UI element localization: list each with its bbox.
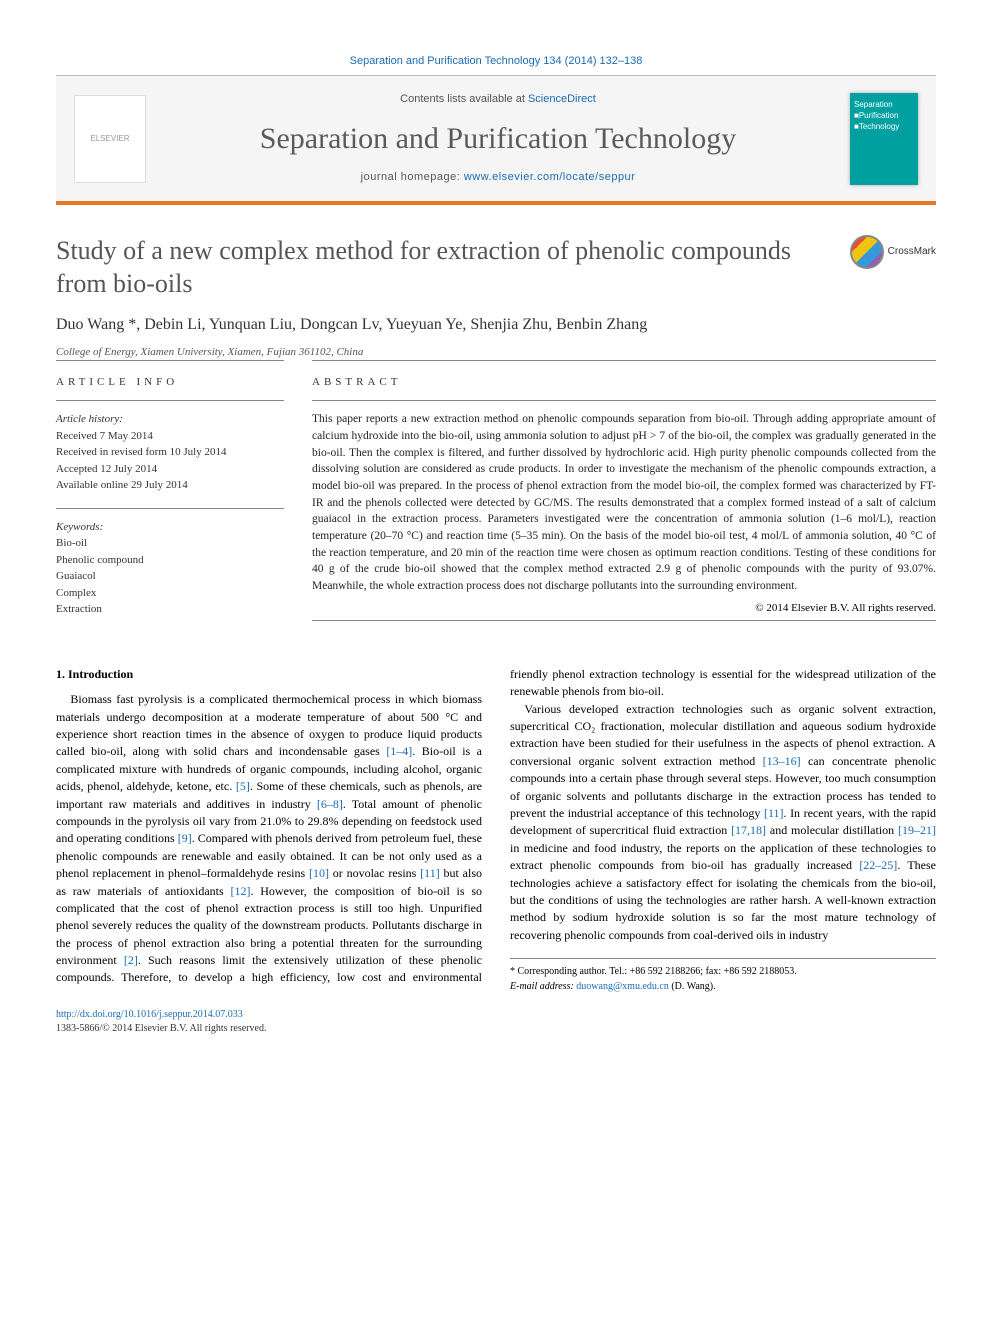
article-info-heading: ARTICLE INFO: [56, 375, 284, 390]
abstract-text: This paper reports a new extraction meth…: [312, 411, 936, 594]
ref-12[interactable]: [12]: [230, 884, 250, 898]
keyword-5: Extraction: [56, 601, 284, 618]
authors-line: Duo Wang *, Debin Li, Yunquan Liu, Dongc…: [56, 314, 936, 336]
keywords-block: Keywords: Bio-oil Phenolic compound Guai…: [56, 519, 284, 618]
journal-banner: ELSEVIER Contents lists available at Sci…: [56, 75, 936, 205]
t: or novolac resins: [329, 866, 420, 880]
keyword-4: Complex: [56, 585, 284, 602]
citation-header: Separation and Purification Technology 1…: [56, 48, 936, 75]
ref-5[interactable]: [5]: [236, 779, 250, 793]
crossmark-badge[interactable]: CrossMark: [850, 235, 936, 269]
crossmark-label: CrossMark: [888, 245, 936, 259]
ref-10[interactable]: [10]: [309, 866, 329, 880]
crossmark-icon: [850, 235, 884, 269]
ref-9[interactable]: [9]: [178, 831, 192, 845]
ref-13-16[interactable]: [13–16]: [763, 754, 801, 768]
homepage-link[interactable]: www.elsevier.com/locate/seppur: [464, 171, 636, 183]
info-rule-1: [56, 400, 284, 401]
journal-title: Separation and Purification Technology: [164, 118, 832, 160]
cover-line-2: ■Purification: [854, 110, 898, 121]
section-heading-intro: 1. Introduction: [56, 666, 482, 683]
ref-22-25[interactable]: [22–25]: [859, 858, 897, 872]
affiliation: College of Energy, Xiamen University, Xi…: [56, 345, 936, 360]
journal-cover-thumb: Separation ■Purification ■Technology: [850, 93, 918, 185]
abstract-rule-1: [312, 400, 936, 401]
ref-1-4[interactable]: [1–4]: [386, 744, 412, 758]
bottom-meta: http://dx.doi.org/10.1016/j.seppur.2014.…: [56, 1008, 936, 1036]
email-label: E-mail address:: [510, 981, 576, 992]
ref-11b[interactable]: [11]: [764, 806, 784, 820]
sciencedirect-link[interactable]: ScienceDirect: [528, 93, 596, 105]
keyword-3: Guaiacol: [56, 568, 284, 585]
history-label: Article history:: [56, 411, 284, 428]
article-history: Article history: Received 7 May 2014 Rec…: [56, 411, 284, 494]
keyword-2: Phenolic compound: [56, 552, 284, 569]
ref-2[interactable]: [2]: [124, 953, 138, 967]
ref-17-18[interactable]: [17,18]: [731, 823, 766, 837]
abstract-rule-2: [312, 620, 936, 621]
issn-copyright: 1383-5866/© 2014 Elsevier B.V. All right…: [56, 1022, 936, 1036]
contents-line: Contents lists available at ScienceDirec…: [164, 92, 832, 107]
email-suffix: (D. Wang).: [669, 981, 716, 992]
elsevier-logo: ELSEVIER: [74, 95, 146, 183]
ref-19-21[interactable]: [19–21]: [898, 823, 936, 837]
corresponding-line: * Corresponding author. Tel.: +86 592 21…: [510, 965, 936, 980]
body-columns: 1. Introduction Biomass fast pyrolysis i…: [56, 666, 936, 994]
corresponding-email[interactable]: duowang@xmu.edu.cn: [576, 981, 669, 992]
history-online: Available online 29 July 2014: [56, 477, 284, 494]
homepage-line: journal homepage: www.elsevier.com/locat…: [164, 170, 832, 185]
cover-line-3: ■Technology: [854, 121, 899, 132]
article-title: Study of a new complex method for extrac…: [56, 235, 838, 300]
cover-line-1: Separation: [854, 99, 893, 110]
ref-6-8[interactable]: [6–8]: [317, 797, 343, 811]
t: and molecular distillation: [766, 823, 898, 837]
doi-link[interactable]: http://dx.doi.org/10.1016/j.seppur.2014.…: [56, 1009, 243, 1020]
abstract-copyright: © 2014 Elsevier B.V. All rights reserved…: [312, 601, 936, 616]
homepage-prefix: journal homepage:: [361, 171, 464, 183]
contents-text: Contents lists available at: [400, 93, 528, 105]
history-revised: Received in revised form 10 July 2014: [56, 444, 284, 461]
abstract-column: ABSTRACT This paper reports a new extrac…: [312, 360, 936, 632]
history-received: Received 7 May 2014: [56, 428, 284, 445]
abstract-heading: ABSTRACT: [312, 375, 936, 390]
info-rule-2: [56, 508, 284, 509]
authors-text: Duo Wang *, Debin Li, Yunquan Liu, Dongc…: [56, 316, 647, 333]
article-info-column: ARTICLE INFO Article history: Received 7…: [56, 360, 284, 632]
corresponding-footnote: * Corresponding author. Tel.: +86 592 21…: [510, 958, 936, 994]
history-accepted: Accepted 12 July 2014: [56, 461, 284, 478]
keyword-1: Bio-oil: [56, 535, 284, 552]
ref-11[interactable]: [11]: [420, 866, 440, 880]
paragraph-2: Various developed extraction technologie…: [510, 701, 936, 944]
keywords-label: Keywords:: [56, 519, 284, 536]
